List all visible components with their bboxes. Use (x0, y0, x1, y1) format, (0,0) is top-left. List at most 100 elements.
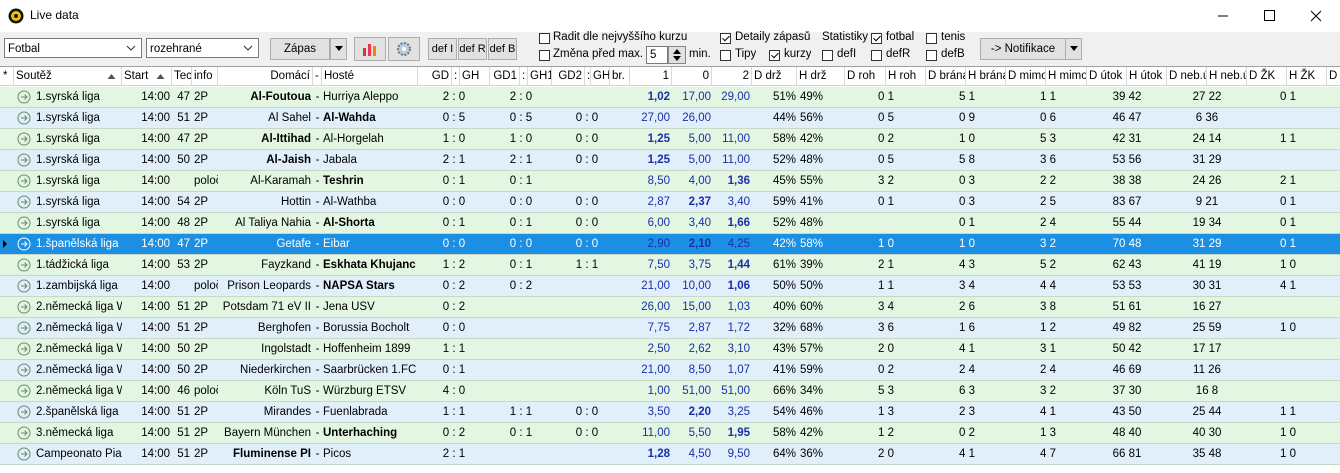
column-header[interactable]: : (585, 67, 591, 86)
column-header[interactable]: : (520, 67, 528, 86)
table-row[interactable]: 1.syrská liga 14:00 51 2P Al Sahel - Al-Wahda 0… (0, 108, 1340, 129)
column-header[interactable]: H neb.ú (1207, 67, 1247, 86)
table-row[interactable]: 2.španělská liga 14:00 51 2P Mirandes - Fuenla… (0, 402, 1340, 423)
table-row[interactable]: 1.tádžická liga 14:00 53 2P Fayzkand - Eskhata… (0, 255, 1340, 276)
column-header[interactable]: : (452, 67, 460, 86)
row-action-icon[interactable] (17, 258, 31, 272)
table-row[interactable]: 2.německá liga W 14:00 51 2P Berghofen - Borus… (0, 318, 1340, 339)
sep: - (315, 406, 320, 418)
state-select[interactable]: rozehrané (146, 38, 259, 58)
column-header[interactable]: Domácí (218, 67, 313, 86)
column-header[interactable]: H roh (886, 67, 926, 86)
table-row[interactable]: 1.syrská liga 14:00 48 2P Al Taliya Nahia - Al… (0, 213, 1340, 234)
column-header[interactable]: D brána (926, 67, 966, 86)
row-action-icon[interactable] (17, 153, 31, 167)
mimo: 1 2 (1040, 322, 1056, 334)
column-header[interactable]: H ŽK (1287, 67, 1327, 86)
row-action-icon[interactable] (17, 363, 31, 377)
table-row[interactable]: 1.syrská liga 14:00 54 2P Hottin - Al-Wathba 0 … (0, 192, 1340, 213)
column-header[interactable]: 2 (712, 67, 752, 86)
table-row[interactable]: 1.syrská liga 14:00 47 2P Al-Foutoua - Hurriya… (0, 87, 1340, 108)
checkbox[interactable] (720, 33, 731, 44)
column-header[interactable]: Start (122, 67, 172, 86)
column-header[interactable]: D útok (1087, 67, 1127, 86)
sep: - (315, 427, 320, 439)
def-button[interactable]: def I (428, 38, 457, 60)
checkbox[interactable] (822, 50, 833, 61)
row-action-icon[interactable] (17, 132, 31, 146)
row-action-icon[interactable] (17, 195, 31, 209)
row-action-icon[interactable] (17, 447, 31, 461)
comp: 1.španělská liga (36, 238, 119, 250)
notify-button[interactable]: -> Notifikace (980, 38, 1066, 60)
checkbox[interactable] (871, 33, 882, 44)
settings-button[interactable] (388, 37, 420, 61)
checkbox[interactable] (539, 33, 550, 44)
column-header[interactable]: H drž (797, 67, 845, 86)
table-row[interactable]: 1.zambijská liga 14:00 poloč Prison Leopard… (0, 276, 1340, 297)
match-dropdown[interactable] (330, 38, 347, 60)
def-button[interactable]: def R (458, 38, 487, 60)
spinner[interactable] (668, 46, 686, 64)
column-header[interactable]: GD1 (490, 67, 520, 86)
sport-select[interactable]: Fotbal (4, 38, 142, 58)
checkbox[interactable] (871, 50, 882, 61)
column-header[interactable]: H brána (966, 67, 1006, 86)
column-header[interactable]: GH (460, 67, 490, 86)
column-header[interactable]: H útok (1127, 67, 1167, 86)
column-header[interactable]: D roh (845, 67, 886, 86)
row-action-icon[interactable] (17, 90, 31, 104)
column-header[interactable]: D ŽK (1247, 67, 1287, 86)
table-row[interactable]: 2.německá liga W 14:00 50 2P Ingolstadt - Hoff… (0, 339, 1340, 360)
column-header[interactable]: Tec (172, 67, 192, 86)
table-row[interactable]: 2.německá liga W 14:00 46 poloč Köln TuS-Wür… (0, 381, 1340, 402)
table-row[interactable]: 1.španělská liga 14:00 47 2P Getafe - Eibar 0 :… (0, 234, 1340, 255)
def-button[interactable]: def B (488, 38, 517, 60)
column-header[interactable]: info (192, 67, 218, 86)
column-header[interactable]: 0 (672, 67, 712, 86)
column-header[interactable]: H mimo (1046, 67, 1087, 86)
notify-dropdown[interactable] (1065, 38, 1082, 60)
table-row[interactable]: 1.syrská liga 14:00 poloč Al-Karamah-Teshri… (0, 171, 1340, 192)
row-action-icon[interactable] (17, 300, 31, 314)
table-row[interactable]: 2.německá liga W 14:00 50 2P Niederkirchen - S… (0, 360, 1340, 381)
table-row[interactable]: 1.syrská liga 14:00 47 2P Al-Ittihad - Al-Horg… (0, 129, 1340, 150)
row-action-icon[interactable] (17, 216, 31, 230)
column-header[interactable]: GH2 (591, 67, 610, 86)
checkbox[interactable] (926, 33, 937, 44)
row-action-icon[interactable] (17, 321, 31, 335)
row-action-icon[interactable] (17, 174, 31, 188)
match-button[interactable]: Zápas (270, 38, 330, 60)
column-header[interactable]: Hosté (322, 67, 418, 86)
table-row[interactable]: 2.německá liga W 14:00 51 2P Potsdam 71 eV I… (0, 297, 1340, 318)
row-action-icon[interactable] (17, 426, 31, 440)
table-row[interactable]: Campeonato Piau 14:00 51 2P Fluminense PI - Pi… (0, 444, 1340, 465)
column-header[interactable]: GD (418, 67, 452, 86)
checkbox[interactable] (720, 50, 731, 61)
row-action-icon[interactable] (17, 405, 31, 419)
column-header[interactable]: Soutěž (14, 67, 122, 86)
column-header[interactable]: D (1327, 67, 1340, 86)
column-header[interactable]: D mimo (1006, 67, 1046, 86)
checkbox[interactable] (926, 50, 937, 61)
column-header[interactable]: D neb.ú (1167, 67, 1207, 86)
row-action-icon[interactable] (17, 384, 31, 398)
table-row[interactable]: 1.syrská liga 14:00 50 2P Al-Jaish - Jabala 2 :… (0, 150, 1340, 171)
column-header[interactable]: D drž (752, 67, 797, 86)
row-action-icon[interactable] (17, 111, 31, 125)
column-header[interactable]: GD2 (552, 67, 585, 86)
window-controls[interactable] (1200, 0, 1340, 32)
chart-button[interactable] (354, 37, 386, 61)
row-action-icon[interactable] (17, 237, 31, 251)
column-header[interactable]: GH1 (528, 67, 552, 86)
column-header[interactable]: br. (610, 67, 630, 86)
row-action-icon[interactable] (17, 342, 31, 356)
table-row[interactable]: 3.německá liga 14:00 51 2P Bayern München - Un… (0, 423, 1340, 444)
roh: 0 1 (878, 196, 894, 208)
checkbox[interactable] (539, 50, 550, 61)
column-header[interactable]: - (313, 67, 322, 86)
column-header[interactable]: 1 (630, 67, 672, 86)
minutes-input[interactable]: 5 (646, 46, 668, 64)
checkbox[interactable] (769, 50, 780, 61)
row-action-icon[interactable] (17, 279, 31, 293)
